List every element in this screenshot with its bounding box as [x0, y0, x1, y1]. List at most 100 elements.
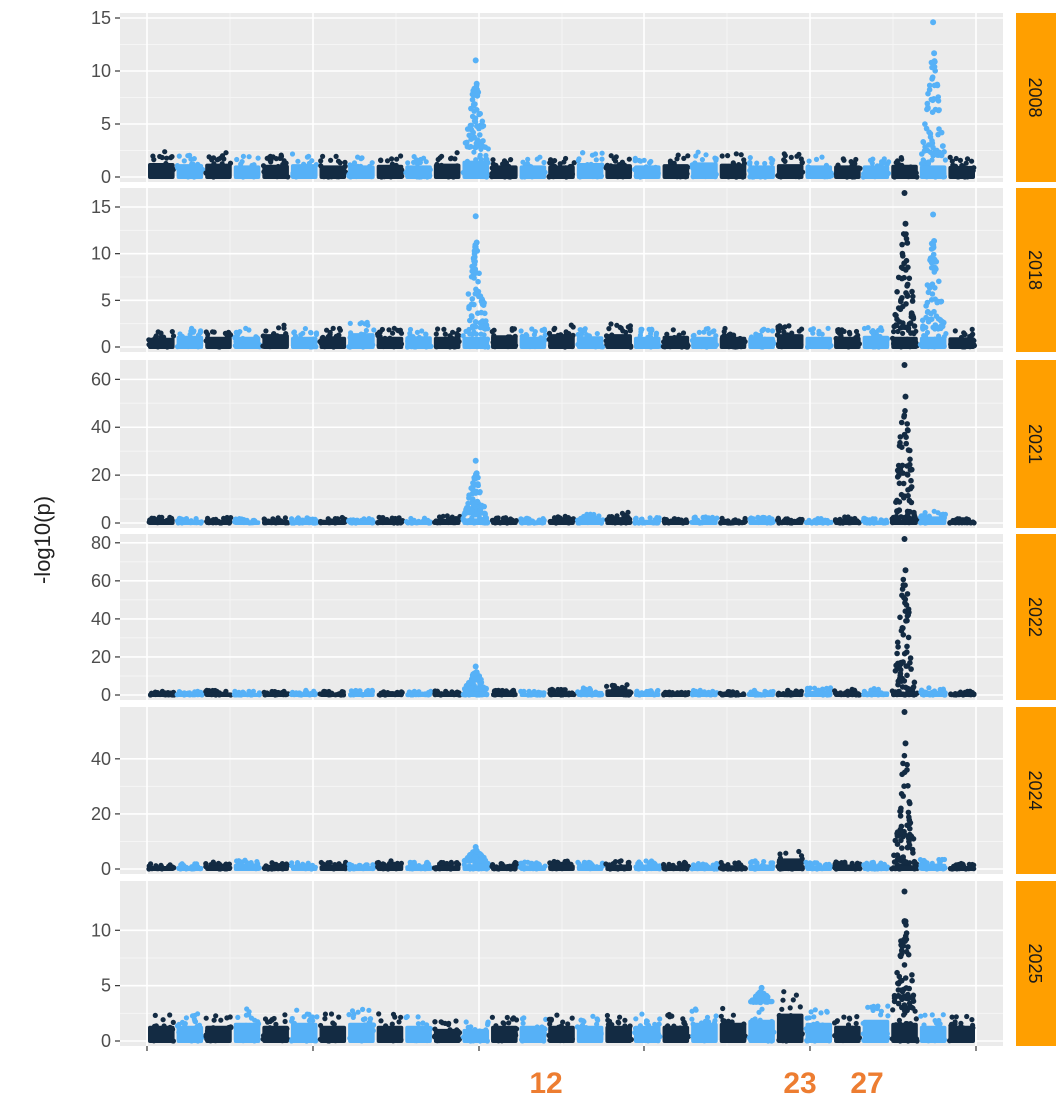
- snp-point: [970, 332, 975, 337]
- snp-point: [849, 159, 854, 164]
- snp-point: [177, 516, 182, 521]
- snp-point: [754, 161, 759, 166]
- snp-point: [167, 1012, 172, 1017]
- snp-point: [925, 282, 931, 288]
- snp-point: [900, 331, 905, 336]
- snp-point-top: [473, 664, 479, 670]
- snp-point: [473, 143, 479, 149]
- snp-density-band: [348, 692, 375, 697]
- snp-density-band: [605, 334, 632, 349]
- snp-point: [907, 834, 913, 840]
- snp-point: [282, 158, 287, 163]
- snp-point: [533, 329, 538, 334]
- snp-point: [295, 860, 300, 865]
- snp-density-band: [605, 517, 632, 525]
- snp-point: [511, 688, 516, 693]
- snp-density-band: [748, 692, 775, 697]
- snp-point: [395, 328, 400, 333]
- snp-point: [468, 144, 474, 150]
- snp-density-band: [634, 165, 661, 179]
- snp-point: [358, 321, 363, 326]
- snp-point: [270, 1018, 275, 1023]
- snp-point: [747, 160, 752, 165]
- snp-density-band: [377, 693, 404, 697]
- snp-point: [480, 138, 486, 144]
- snp-point: [303, 326, 308, 331]
- snp-point: [748, 155, 753, 160]
- snp-point: [648, 515, 653, 520]
- snp-point: [314, 1014, 319, 1019]
- snp-point-top: [902, 536, 908, 542]
- snp-density-band: [577, 865, 604, 871]
- snp-point: [908, 320, 914, 326]
- snp-point: [904, 767, 910, 773]
- snp-density-band: [663, 693, 690, 697]
- snp-point: [328, 158, 333, 163]
- snp-point: [929, 297, 935, 303]
- snp-point: [580, 150, 585, 155]
- snp-density-band: [491, 865, 518, 871]
- snp-density-band: [320, 520, 347, 525]
- snp-point: [918, 857, 923, 862]
- facet-strip-label: 2022: [1025, 597, 1045, 637]
- snp-density-band: [691, 692, 718, 697]
- snp-point: [929, 60, 935, 66]
- snp-density-band: [462, 518, 489, 525]
- snp-point: [794, 154, 799, 159]
- snp-point: [900, 793, 906, 799]
- snp-density-band: [320, 165, 347, 179]
- snp-point: [938, 318, 944, 324]
- snp-point: [904, 472, 910, 478]
- snp-point: [474, 669, 480, 675]
- snp-density-band: [320, 1026, 347, 1043]
- snp-point: [463, 140, 469, 146]
- snp-density-band: [491, 335, 518, 349]
- snp-density-band: [691, 337, 718, 349]
- snp-point: [464, 687, 470, 693]
- snp-point: [619, 858, 624, 863]
- snp-density-band: [863, 165, 890, 179]
- snp-density-band: [548, 519, 575, 525]
- snp-point: [371, 327, 376, 332]
- snp-density-band: [891, 692, 918, 697]
- snp-point: [910, 298, 916, 304]
- snp-point: [898, 299, 904, 305]
- snp-point: [879, 328, 884, 333]
- snp-density-band: [577, 163, 604, 179]
- snp-point: [169, 154, 174, 159]
- snp-point: [930, 145, 936, 151]
- snp-density-band: [520, 337, 547, 349]
- snp-point-top: [473, 458, 479, 464]
- snp-point: [551, 327, 556, 332]
- snp-point: [348, 321, 353, 326]
- snp-point: [711, 328, 716, 333]
- snp-density-band: [262, 693, 289, 697]
- snp-density-band: [234, 165, 261, 179]
- snp-point: [953, 328, 958, 333]
- snp-point: [191, 330, 196, 335]
- snp-density-band: [148, 693, 175, 697]
- snp-point: [212, 1018, 217, 1023]
- snp-density-band: [234, 337, 261, 349]
- snp-point: [906, 839, 912, 845]
- snp-point: [726, 332, 731, 337]
- snp-point: [770, 328, 775, 333]
- snp-density-band: [548, 165, 575, 179]
- snp-point: [476, 294, 482, 300]
- snp-point: [477, 132, 483, 138]
- snp-point: [503, 515, 508, 520]
- snp-point: [207, 154, 212, 159]
- snp-density-band: [148, 163, 175, 179]
- snp-point: [907, 457, 913, 463]
- snp-point: [899, 845, 905, 851]
- snp-density-band: [434, 337, 461, 349]
- snp-point: [842, 860, 847, 865]
- snp-point: [903, 685, 909, 691]
- snp-density-band: [348, 165, 375, 179]
- snp-point: [610, 683, 615, 688]
- snp-density-band: [777, 858, 804, 871]
- snp-density-band: [177, 336, 204, 349]
- snp-density-band: [520, 865, 547, 871]
- snp-density-band: [177, 693, 204, 697]
